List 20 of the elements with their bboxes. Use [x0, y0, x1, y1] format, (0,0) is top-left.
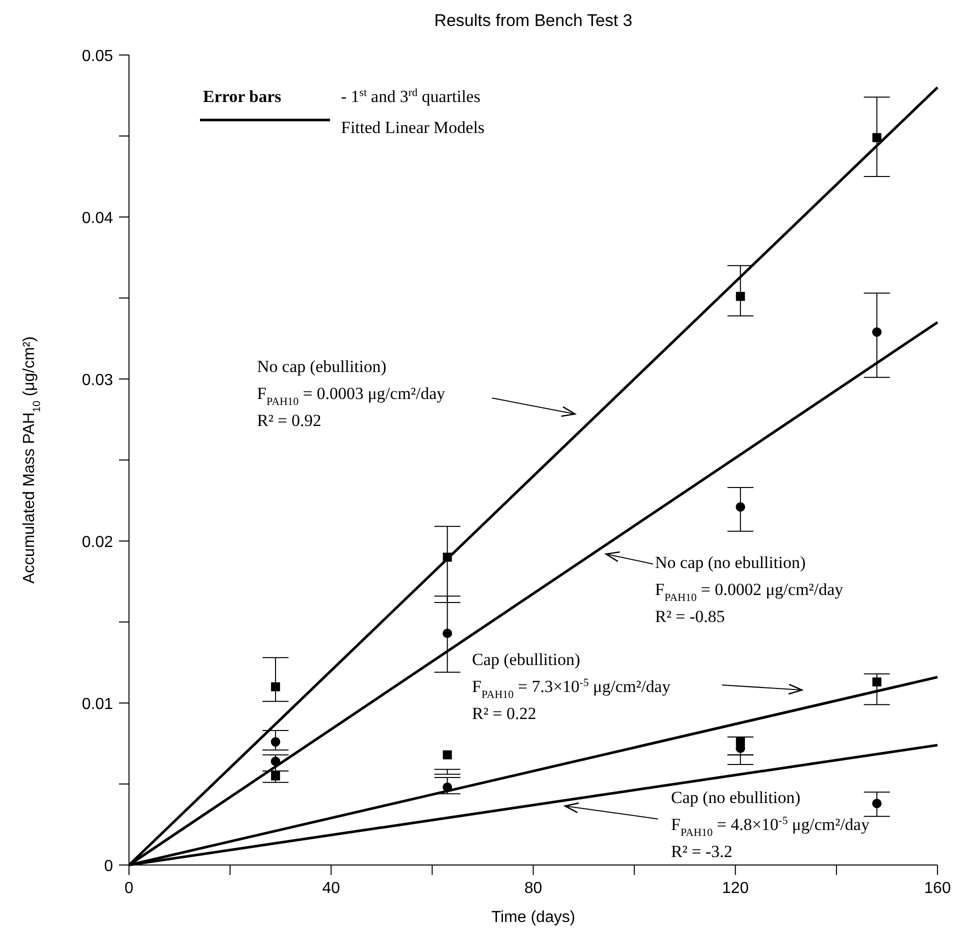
text: Cap (ebullition) F$_{PAH10}$ = 7.3×10$^{-5}$ μg/cm²/day R² = 0.22 — [472, 650, 670, 723]
x-tick-label: 160 — [924, 880, 951, 897]
annotation: No cap (ebullition) F$_{PAH10}$ = 0.0003 μg/cm²/day R² = 0.92 — [257, 357, 446, 430]
y-tick-label: 0.04 — [82, 210, 114, 227]
annotation: Error bars — [203, 87, 282, 106]
y-tick-label: 0.01 — [82, 696, 114, 713]
y-tick-label: 0.02 — [82, 534, 114, 551]
x-tick-label: 120 — [722, 880, 749, 897]
y-tick-label: 0.05 — [82, 48, 114, 65]
x-tick-label: 0 — [124, 880, 134, 897]
x-tick-label: 40 — [322, 880, 340, 897]
y-tick-label: 0 — [104, 858, 114, 875]
x-tick-label: 80 — [524, 880, 542, 897]
x-axis-title: Time (days) — [491, 909, 576, 926]
annotation: - 1$^{st}$ and 3$^{rd}$ quartiles — [341, 87, 480, 106]
text: Cap (no ebullition) F$_{PAH10}$ = 4.8×10$^{-5}$ μg/cm²/day R² = -3.2 — [671, 788, 870, 861]
annotation: Fitted Linear Models — [341, 118, 485, 137]
chart-title: Results from Bench Test 3 — [434, 11, 632, 30]
y-tick-label: 0.03 — [82, 372, 114, 389]
annotation: No cap (no ebullition) F$_{PAH10}$ = 0.0002 μg/cm²/day R² = -0.85 — [655, 553, 844, 626]
